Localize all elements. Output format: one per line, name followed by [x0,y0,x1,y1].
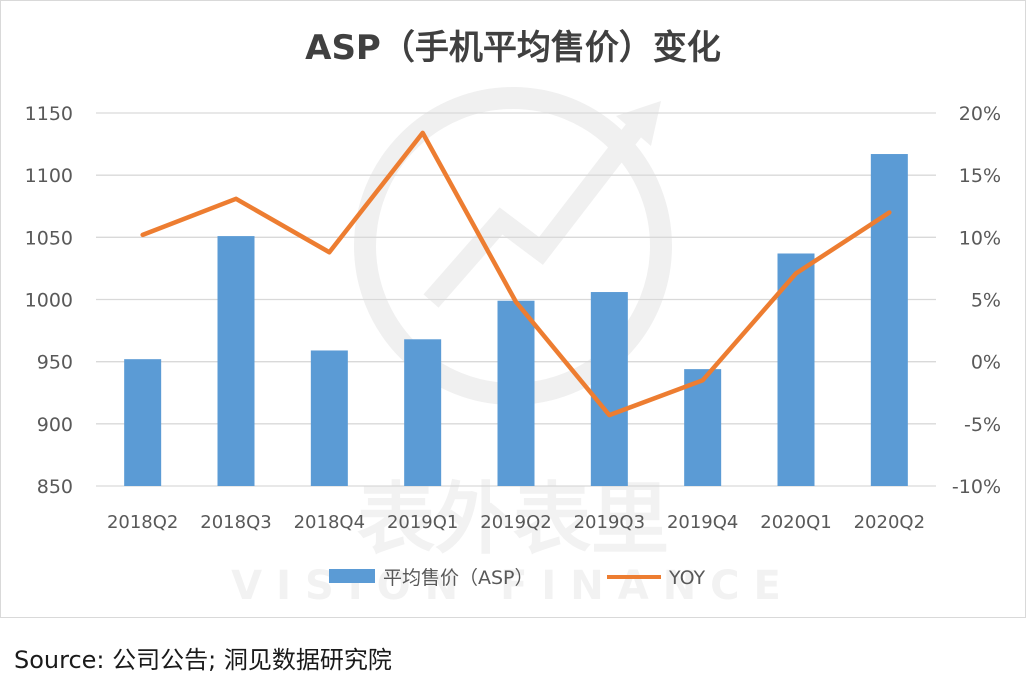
right-tick-label: 10% [959,227,1001,249]
x-tick-label: 2019Q2 [480,512,551,533]
x-tick-label: 2018Q4 [294,512,365,533]
legend-asp-swatch [329,569,375,583]
source-note: Source: 公司公告; 洞见数据研究院 [14,640,392,675]
right-tick-label: 5% [971,290,1001,312]
x-tick-label: 2019Q3 [574,512,645,533]
legend-asp-label: 平均售价（ASP） [383,567,534,589]
asp-bar [404,339,441,486]
left-tick-label: 950 [37,352,73,374]
left-tick-label: 1000 [25,290,73,312]
x-tick-label: 2018Q2 [107,512,178,533]
asp-bar [591,292,628,486]
chart-title: ASP（手机平均售价）变化 [305,28,721,68]
left-tick-label: 1050 [25,227,73,249]
right-tick-label: -10% [952,476,1001,498]
left-tick-label: 1150 [25,103,73,125]
asp-bar [311,350,348,486]
chart: 表外表里 VISION FINANCE ASP（手机平均售价）变化 115011… [1,1,1027,619]
left-tick-label: 850 [37,476,73,498]
right-tick-label: -5% [964,414,1001,436]
right-tick-label: 20% [959,103,1001,125]
asp-bar [124,359,161,486]
x-axis-ticks: 2018Q2 2018Q3 2018Q4 2019Q1 2019Q2 2019Q3 2019… [107,512,925,533]
left-tick-label: 900 [37,414,73,436]
legend-yoy-label: YOY [668,567,705,589]
asp-bar [498,301,535,486]
right-tick-label: 15% [959,165,1001,187]
left-tick-label: 1100 [25,165,73,187]
left-axis-ticks: 1150 1100 1050 1000 950 900 850 [25,103,73,498]
x-tick-label: 2020Q2 [854,512,925,533]
x-tick-label: 2018Q3 [200,512,271,533]
x-tick-label: 2020Q1 [760,512,831,533]
right-tick-label: 0% [971,352,1001,374]
x-tick-label: 2019Q1 [387,512,458,533]
right-axis-ticks: 20% 15% 10% 5% 0% -5% -10% [952,103,1001,498]
asp-bar [218,236,255,486]
asp-bar [871,154,908,486]
x-tick-label: 2019Q4 [667,512,738,533]
